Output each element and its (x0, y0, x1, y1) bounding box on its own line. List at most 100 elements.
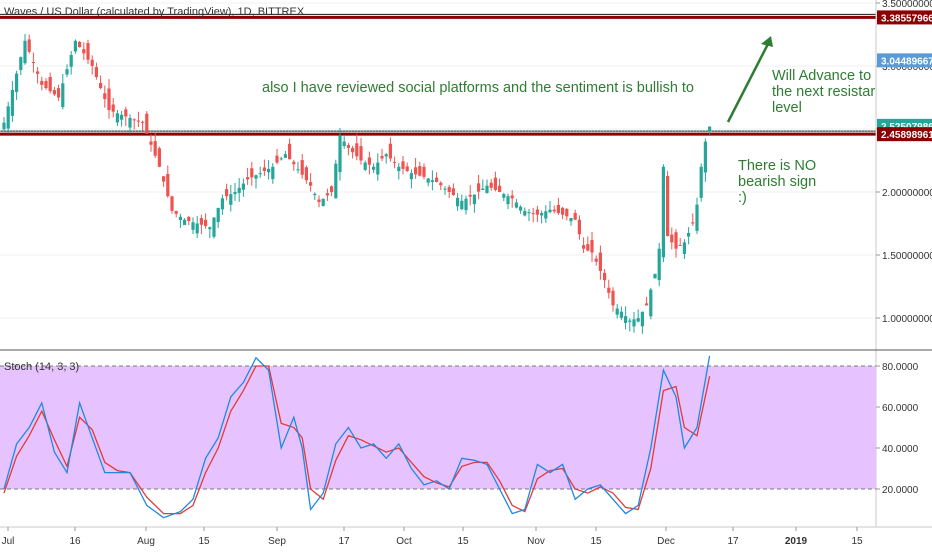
candle-body (115, 113, 119, 123)
advance-annotation-line3: level (772, 100, 802, 116)
candle-body (334, 163, 338, 199)
candle-body (157, 148, 161, 167)
time-tick-label: 17 (727, 536, 739, 547)
advance-annotation-line1: Will Advance to (772, 68, 871, 84)
candle-body (670, 234, 674, 243)
candle-body (422, 166, 426, 177)
candle-body (262, 167, 266, 171)
candle-body (498, 185, 502, 192)
candle-body (300, 160, 304, 175)
candle-body (346, 145, 350, 148)
time-tick-label: 15 (457, 536, 469, 547)
candle-body (430, 180, 434, 183)
candle-body (451, 188, 455, 195)
candle-body (27, 39, 31, 52)
candle-body (229, 194, 233, 205)
stoch-tick-label: 80.0000 (882, 362, 919, 373)
candle-body (372, 166, 376, 170)
stoch-ticks: 80.0000 60.0000 40.0000 20.0000 (876, 362, 919, 496)
candle-body (317, 199, 321, 203)
candle-body (52, 90, 56, 95)
candle-body (556, 204, 560, 213)
candle-body (216, 207, 220, 223)
candle-body (561, 207, 565, 215)
candle-body (472, 194, 476, 205)
candle-body (191, 222, 195, 230)
candle-body (136, 120, 140, 122)
candle-body (708, 126, 712, 132)
chart-title: Waves / US Dollar (calculated by Trading… (4, 6, 305, 18)
candle-body (682, 242, 686, 254)
candle-body (220, 198, 224, 210)
time-tick-label: 16 (69, 536, 81, 547)
advance-arrow-shaft (726, 39, 772, 123)
candle-body (540, 213, 544, 216)
time-tick-label: Oct (396, 536, 412, 547)
candle-body (94, 67, 98, 78)
candle-body (19, 57, 23, 70)
candle-body (78, 41, 82, 48)
no-bearish-annotation-line3: :) (738, 190, 747, 206)
candle-body (401, 161, 405, 169)
social-annotation: also I have reviewed social platforms an… (262, 80, 694, 96)
candle-body (489, 182, 493, 188)
candle-body (548, 209, 552, 213)
stoch-pane[interactable]: Stoch (14, 3, 3) 80.0000 60.0000 40.0000 20… (0, 355, 919, 519)
candle-body (178, 216, 182, 220)
candle-body (645, 303, 649, 306)
candle-body (678, 244, 682, 246)
candle-body (649, 289, 653, 317)
candle-body (468, 194, 472, 197)
price-tick-label: 2.00000000 (882, 188, 932, 199)
candle-body (439, 182, 443, 186)
candle-body (237, 187, 241, 193)
candle-body (44, 81, 48, 89)
candle-body (86, 43, 90, 60)
candle-body (485, 185, 489, 193)
candle-body (657, 248, 661, 281)
candle-body (691, 222, 695, 224)
candle-body (565, 208, 569, 217)
candle-body (225, 189, 229, 197)
price-badge-label: 3.04489667 (881, 56, 932, 67)
candle-body (170, 196, 174, 211)
candle-body (258, 173, 262, 175)
candle-body (73, 40, 77, 52)
candle-body (376, 162, 380, 175)
candle-body (195, 223, 199, 234)
candle-body (355, 143, 359, 157)
candle-body (699, 166, 703, 198)
candle-body (187, 216, 191, 221)
candle-body (145, 113, 149, 134)
price-tick-label: 3.50000000 (882, 0, 932, 10)
candle-body (199, 218, 203, 225)
candle-body (573, 212, 577, 220)
candle-body (2, 122, 6, 130)
price-pane[interactable]: Waves / US Dollar (calculated by Trading… (0, 2, 876, 334)
stoch-tick-label: 60.0000 (882, 403, 919, 414)
candle-body (250, 168, 254, 178)
candle-body (254, 175, 258, 179)
candle-body (666, 176, 670, 237)
candle-body (57, 88, 61, 98)
candle-body (275, 155, 279, 163)
candle-body (653, 273, 657, 279)
candle-body (65, 69, 69, 75)
time-tick-label: Jul (2, 536, 15, 547)
candle-body (124, 109, 128, 117)
time-axis[interactable]: Jul 16 Aug 15 Sep 17 Oct 15 Nov 15 Dec 17 2019 15 (0, 526, 932, 547)
candle-body (367, 157, 371, 165)
candle-body (388, 143, 392, 159)
candle-body (149, 141, 153, 145)
candle-body (363, 162, 367, 170)
candle-body (393, 162, 397, 164)
candle-body (544, 211, 548, 219)
candle-body (342, 141, 346, 146)
candle-body (111, 104, 115, 112)
candle-body (607, 287, 611, 293)
candle-body (31, 62, 35, 64)
candle-body (23, 40, 27, 64)
candle-body (267, 168, 271, 173)
